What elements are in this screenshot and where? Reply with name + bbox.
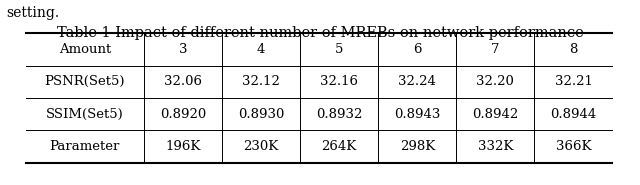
Text: Amount: Amount: [59, 43, 111, 56]
Text: 196K: 196K: [165, 140, 201, 153]
Text: 332K: 332K: [477, 140, 513, 153]
Text: 0.8942: 0.8942: [472, 108, 518, 121]
Text: 32.20: 32.20: [476, 75, 515, 88]
Text: Parameter: Parameter: [50, 140, 120, 153]
Text: 298K: 298K: [399, 140, 435, 153]
Text: 0.8943: 0.8943: [394, 108, 440, 121]
Text: 32.12: 32.12: [242, 75, 280, 88]
Text: PSNR(Set5): PSNR(Set5): [45, 75, 125, 88]
Text: 4: 4: [257, 43, 266, 56]
Text: 7: 7: [491, 43, 500, 56]
Text: 3: 3: [179, 43, 188, 56]
Text: Table 1 Impact of different number of MREBs on network performance: Table 1 Impact of different number of MR…: [56, 26, 584, 40]
Text: 0.8920: 0.8920: [160, 108, 206, 121]
Text: 0.8930: 0.8930: [238, 108, 284, 121]
Text: 32.06: 32.06: [164, 75, 202, 88]
Text: SSIM(Set5): SSIM(Set5): [46, 108, 124, 121]
Text: 32.24: 32.24: [398, 75, 436, 88]
Text: 8: 8: [569, 43, 578, 56]
Text: 264K: 264K: [321, 140, 357, 153]
Text: 0.8944: 0.8944: [550, 108, 596, 121]
Text: 32.21: 32.21: [554, 75, 593, 88]
Text: 5: 5: [335, 43, 344, 56]
Text: 32.16: 32.16: [320, 75, 358, 88]
Text: 366K: 366K: [556, 140, 591, 153]
Text: setting.: setting.: [6, 6, 60, 20]
Text: 6: 6: [413, 43, 422, 56]
Text: 0.8932: 0.8932: [316, 108, 362, 121]
Text: 230K: 230K: [243, 140, 279, 153]
